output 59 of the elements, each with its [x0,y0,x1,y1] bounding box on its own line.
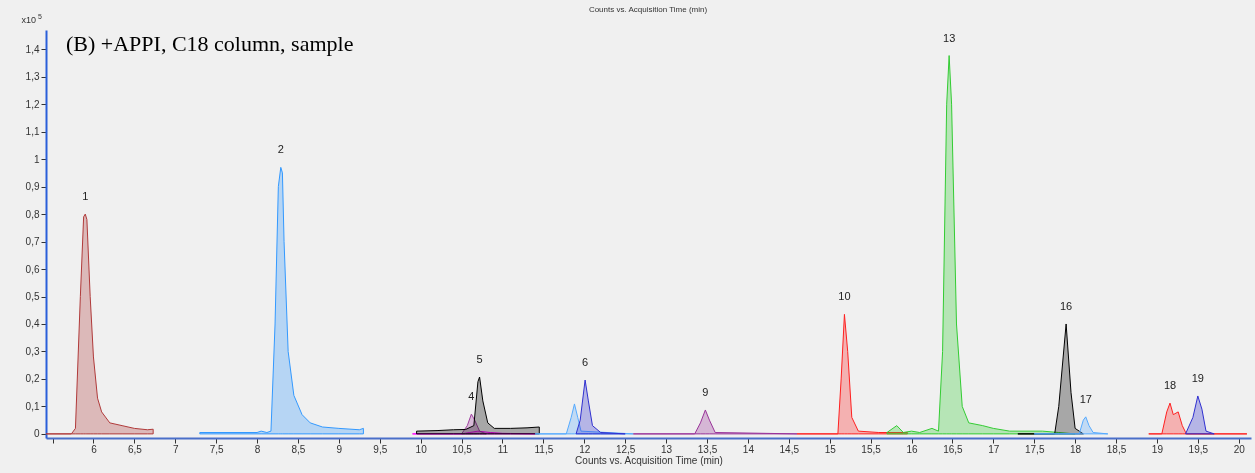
annotation: 6 [582,356,589,369]
x-tick-label: 16,5 [943,443,964,455]
x-tick-label: 12 [579,443,591,455]
x-tick-label: 20 [1233,443,1246,455]
x-tick-label: 10 [415,443,428,455]
chart-title: (B) +APPI, C18 column, sample [66,31,354,56]
y-tick-label: 1,3 [25,71,40,83]
x-tick-label: 9,5 [373,443,388,455]
x-axis-title: Counts vs. Acquisition Time (min) [575,454,723,466]
annotation: 9 [702,385,709,398]
annotation: 18 [1163,379,1177,392]
y-tick-label: 0 [33,428,40,440]
x-tick-label: 11 [497,443,509,455]
annotation: 10 [838,290,851,303]
y-tick-label: 0,8 [25,208,40,220]
x-tick-label: 15 [824,443,837,455]
text: Counts vs. Acquisition Time (min) [588,5,708,14]
y-tick-label: 0,9 [25,181,40,193]
x-tick-label: 11,5 [534,443,554,455]
x-tick-label: 19,5 [1188,443,1209,455]
y-tick-label: 1 [33,153,40,165]
x-tick-label: 13 [661,443,673,455]
annotation: 17 [1079,392,1092,405]
x-tick-label: 15,5 [861,443,882,455]
x-tick-label: 18 [1070,443,1082,455]
x-tick-label: 19 [1151,443,1164,455]
y-tick-label: 0,7 [25,236,40,248]
x-tick-label: 10,5 [452,443,473,455]
x-tick-label: 13,5 [697,443,718,455]
y-tick-label: 0,5 [25,291,40,303]
y-tick-label: 1,1 [25,126,40,138]
x-tick-label: 12,5 [615,443,636,455]
x-tick-label: 9 [336,443,343,455]
annotation: 2 [277,143,284,156]
y-tick-label: 0,1 [25,400,40,412]
x-tick-label: 7,5 [209,443,225,455]
annotation: 13 [943,31,956,44]
x-tick-label: 6 [91,443,98,455]
x-tick-label: 8,5 [291,443,306,455]
annotation: 5 [476,353,483,366]
y-tick-label: 0,3 [25,345,40,357]
x-tick-label: 18,5 [1106,443,1127,455]
y-tick-label: 1,2 [25,98,40,110]
y-tick-label: 0,4 [25,318,40,330]
annotation: 16 [1059,299,1073,312]
y-tick-label: 0,6 [25,263,40,275]
y-tick-label: 0,2 [25,373,40,385]
x-tick-label: 17 [988,443,1000,455]
x-tick-label: 6,5 [127,443,143,455]
y-tick-label: 1,4 [25,43,40,55]
x-tick-label: 14,5 [779,443,800,455]
x-tick-label: 8 [254,443,261,455]
x-tick-label: 16 [906,443,918,455]
annotation: 1 [82,190,89,203]
x-tick-label: 17,5 [1024,443,1045,455]
x-tick-label: 7 [172,443,179,455]
annotation: 4 [468,390,475,403]
annotation: 19 [1191,371,1204,384]
x-tick-label: 14 [742,443,755,455]
